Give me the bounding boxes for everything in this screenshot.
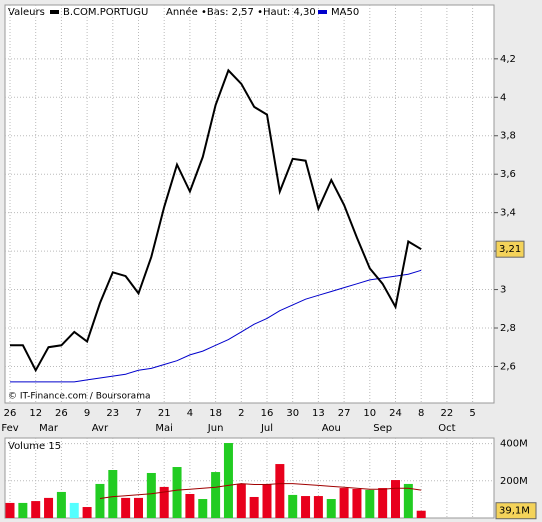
month-label: Jun [207, 423, 224, 434]
source: © IT-Finance.com / Boursorama [8, 392, 150, 402]
legend-swatch [318, 10, 327, 14]
legend-swatch [50, 10, 59, 14]
volume-bar [262, 483, 272, 518]
last-value-box [495, 502, 537, 520]
volume-bar [18, 502, 28, 518]
x-tick-label: 24 [389, 408, 402, 419]
series-line [10, 269, 422, 383]
y-tick-label: 3,6 [500, 169, 516, 180]
volume-bar [416, 510, 426, 518]
x-tick-label: 8 [418, 408, 424, 419]
volume-bar [339, 488, 349, 518]
volume-bar [108, 470, 118, 518]
volume-bar [198, 499, 208, 518]
x-tick-label: 27 [338, 408, 351, 419]
x-tick-label: 12 [29, 408, 42, 419]
series-line [10, 68, 422, 373]
legend-entry: MA50 [331, 7, 359, 18]
x-tick-label: 21 [158, 408, 171, 419]
volume-bar [223, 443, 233, 518]
volume-bar [403, 483, 413, 518]
volume-average [99, 483, 422, 499]
volume-bar [95, 483, 105, 518]
volume-bar [134, 497, 143, 518]
volume-bar [5, 502, 15, 518]
volume-bar [159, 486, 169, 518]
y-tick-label: 2,8 [500, 323, 516, 334]
last-value-label: 3,21 [499, 244, 521, 255]
x-tick-label: 26 [4, 408, 17, 419]
y-tick-label: 3,4 [500, 208, 516, 219]
x-tick-label: 7 [135, 408, 141, 419]
volume-bar [249, 496, 259, 518]
x-tick-label: 2 [238, 408, 244, 419]
volume-bar [352, 488, 362, 518]
volume-bar [313, 496, 323, 518]
volume-bar [365, 489, 375, 518]
last-value-box [495, 240, 525, 258]
volume-bar [391, 480, 400, 518]
month-label: Jul [260, 423, 273, 434]
x-tick-label: 16 [261, 408, 274, 419]
price-plot [4, 4, 495, 404]
x-tick-label: 9 [84, 408, 90, 419]
x-tick-label: 5 [469, 408, 475, 419]
x-tick-label: 10 [363, 408, 376, 419]
volume-bar [172, 467, 182, 518]
volume-bar [378, 488, 388, 518]
x-tick-label: 23 [106, 408, 119, 419]
y-tick-label: 200M [500, 476, 528, 487]
volume-bar [121, 497, 131, 518]
volume-bar [69, 502, 79, 518]
month-label: Aou [322, 423, 341, 434]
volume-title: Volume 15 [8, 441, 61, 452]
volume-bar [275, 464, 285, 518]
y-tick-label: 4 [500, 92, 506, 103]
volume-bar [185, 494, 195, 518]
legend-label: Valeurs [8, 7, 45, 18]
y-tick-label: 3,8 [500, 131, 516, 142]
y-tick-label: 400M [500, 439, 528, 450]
volume-bar [236, 483, 246, 518]
month-label: Oct [438, 423, 455, 434]
x-tick-label: 22 [441, 408, 454, 419]
volume-bar [301, 496, 311, 518]
volume-bar [44, 497, 54, 518]
x-tick-label: 18 [209, 408, 222, 419]
volume-bar [82, 507, 92, 518]
x-tick-label: 4 [187, 408, 193, 419]
volume-bar [31, 501, 41, 518]
y-tick-label: 2,6 [500, 361, 516, 372]
volume-bar [146, 472, 156, 518]
y-tick-label: 4,2 [500, 54, 516, 65]
legend-entry: B.COM.PORTUGU [63, 7, 148, 18]
volume-bar [288, 494, 298, 518]
month-label: Sep [373, 423, 392, 434]
month-label: Fev [1, 423, 18, 434]
y-tick-label: 3 [500, 285, 506, 296]
x-tick-label: 26 [55, 408, 68, 419]
month-label: Mar [39, 423, 59, 434]
x-tick-label: 13 [312, 408, 325, 419]
month-label: Avr [92, 423, 109, 434]
volume-bar [56, 491, 66, 518]
x-tick-label: 30 [286, 408, 299, 419]
last-value-label: 39,1M [499, 506, 530, 517]
volume-bar [326, 499, 336, 518]
volume-bar [211, 472, 221, 518]
month-label: Mai [155, 423, 173, 434]
